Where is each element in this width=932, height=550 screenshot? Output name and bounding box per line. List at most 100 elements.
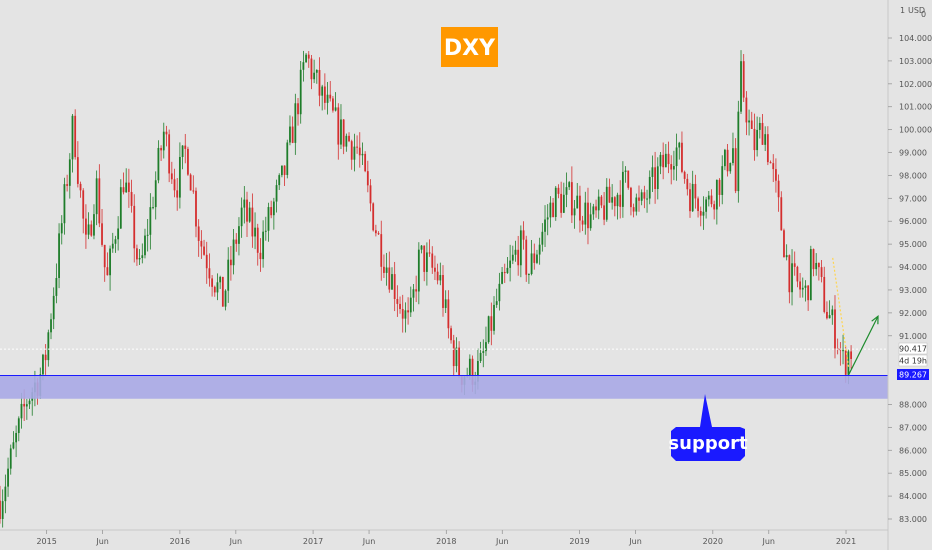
candle-body [374, 230, 377, 234]
candle-body [203, 246, 205, 255]
candle-body [326, 94, 329, 103]
candle-body [565, 187, 568, 195]
candle-body [310, 58, 313, 80]
candle-body [834, 309, 836, 349]
candle-body [681, 142, 683, 172]
time-tick-label: 2016 [170, 537, 190, 546]
support-price-tag-box [897, 369, 929, 380]
candle-body [15, 433, 18, 443]
candle-body [442, 275, 444, 308]
candle-body [584, 202, 587, 225]
candle-body [178, 156, 181, 198]
time-axis[interactable]: 2015 Jun 2016 Jun 2017 Jun 2018 Jun 2019 Jun 2020 J… [36, 530, 856, 546]
candle-body [656, 166, 659, 189]
candle-body [184, 145, 187, 149]
candle-body [170, 173, 173, 180]
candle-body [562, 194, 565, 213]
candle-body [748, 120, 750, 123]
candle-body [732, 148, 734, 164]
candle-body [154, 180, 157, 208]
candle-body [804, 285, 807, 288]
candle-body [200, 240, 203, 247]
candle-body [229, 259, 232, 266]
candle-body [425, 252, 428, 272]
candle-body [807, 285, 810, 301]
candle-body [7, 468, 9, 487]
candle-body [509, 260, 512, 268]
candle-body [554, 187, 557, 217]
candle-body [146, 234, 149, 236]
candle-body [305, 54, 307, 63]
price-tick-label: 93.000 [899, 286, 927, 295]
candle-body [595, 206, 597, 211]
price-axis[interactable]: 104.000 103.000 102.000 101.000 100.000 99.00… [888, 34, 932, 524]
overlay-layer [0, 257, 888, 399]
candle-body [283, 165, 286, 175]
candle-body [165, 131, 168, 135]
candle-body [651, 167, 654, 177]
candle-body [168, 134, 171, 174]
candle-body [138, 257, 141, 260]
candle-body [345, 135, 348, 147]
candle-body [694, 183, 697, 199]
candle-body [103, 244, 106, 268]
price-tick-label: 100.000 [899, 126, 932, 135]
candle-body [401, 309, 404, 319]
candle-body [844, 350, 847, 375]
candles-layer [0, 50, 852, 528]
candle-body [619, 194, 622, 207]
candle-body [611, 197, 614, 203]
candle-body [208, 268, 211, 279]
candle-body [450, 328, 452, 341]
candle-body [452, 340, 455, 367]
candle-body [777, 180, 780, 198]
time-tick-label: 2020 [703, 537, 723, 546]
candle-body [519, 230, 522, 266]
candle-body [740, 61, 742, 112]
candle-body [643, 192, 646, 199]
candle-body [579, 195, 581, 221]
candle-body [340, 119, 342, 145]
price-tick-label: 96.000 [899, 217, 927, 226]
currency-top-label: 1 [900, 6, 905, 15]
time-tick-label: 2017 [303, 537, 323, 546]
candle-body [581, 220, 584, 225]
candle-body [313, 72, 316, 80]
candle-body [485, 342, 487, 352]
support-label: support [668, 433, 748, 454]
candle-body [511, 254, 514, 261]
candle-body [321, 86, 324, 96]
candle-body [775, 169, 777, 181]
candle-body [334, 107, 337, 111]
candle-body [503, 271, 506, 274]
candle-body [764, 134, 767, 145]
candle-body [691, 183, 694, 212]
candle-body [683, 171, 686, 179]
candle-body [788, 255, 791, 293]
candle-body [541, 231, 544, 245]
candle-body [393, 274, 396, 299]
candle-body [396, 298, 399, 304]
time-tick-label: Jun [229, 537, 243, 546]
candle-body [715, 179, 718, 210]
candle-body [130, 191, 133, 206]
candle-body [25, 404, 28, 407]
candle-body [117, 228, 120, 240]
candle-body [0, 500, 1, 519]
candle-body [307, 54, 310, 59]
candle-body [332, 98, 334, 111]
candle-body [219, 276, 222, 283]
candle-body [380, 234, 383, 267]
candle-body [487, 316, 490, 343]
candle-body [133, 205, 136, 249]
decline-trendline [832, 257, 850, 368]
price-tick-label: 91.000 [899, 332, 927, 341]
candle-body [63, 184, 66, 224]
candle-body [270, 207, 273, 216]
candle-body [646, 198, 648, 200]
candle-body [745, 97, 748, 123]
candle-body [114, 239, 117, 244]
candle-body [624, 170, 627, 172]
candle-body [772, 163, 775, 170]
